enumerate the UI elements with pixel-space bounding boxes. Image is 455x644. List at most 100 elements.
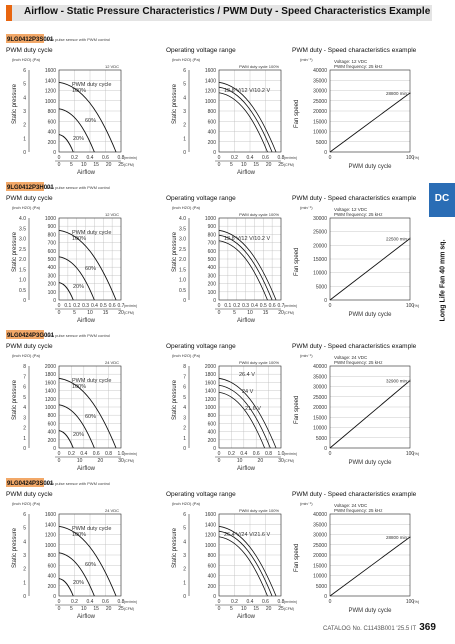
pq-curve: [218, 240, 268, 301]
pa-tick: 800: [208, 413, 217, 419]
inch-tick: 0: [183, 446, 186, 452]
pa-tick: 200: [48, 584, 57, 590]
d60-label: 60%: [85, 118, 96, 124]
footer: CATALOG No. C1143B001 '25.5 IT 369: [323, 622, 436, 633]
cfm-unit: (CFM): [284, 311, 294, 315]
m3-tick: 0.5: [260, 303, 267, 309]
inch-tick: 4.0: [179, 216, 186, 222]
pa-tick: 1000: [205, 99, 216, 105]
inch-tick: 5: [23, 395, 26, 401]
cfm-tick: 5: [70, 606, 73, 612]
inch-tick: 0: [183, 298, 186, 304]
m3-tick: 0.6: [269, 303, 276, 309]
inch-tick: 0.5: [179, 288, 186, 294]
cfm-tick: 10: [237, 458, 243, 464]
pwm-title: PWM duty cycle: [6, 343, 53, 350]
pa-tick: 700: [208, 241, 217, 247]
pct-unit: (%): [413, 599, 420, 604]
cfm-tick: 15: [93, 162, 99, 168]
speed-unit: (min⁻¹): [300, 353, 313, 358]
inch-tick: 6: [23, 68, 26, 74]
inch-tick: 1.5: [19, 267, 26, 273]
speed-unit: (min⁻¹): [300, 205, 313, 210]
model-name: 9LG0424P3G001: [7, 333, 55, 339]
cfm-tick: 10: [77, 458, 83, 464]
m3-tick: 0.3: [82, 303, 89, 309]
cfm-tick: 0: [218, 458, 221, 464]
dc-tab-label: DC: [434, 193, 450, 204]
m3-tick: 0.4: [87, 155, 94, 161]
speed-tick: 15000: [313, 119, 327, 125]
speed-tick: 10000: [313, 574, 327, 580]
pwm-tick: 100: [406, 451, 415, 457]
m3-tick: 0: [58, 303, 61, 309]
cfm-tick: 20: [106, 162, 112, 168]
m3-tick: 0.4: [247, 155, 254, 161]
cfm-tick: 0: [58, 606, 61, 612]
speed-tick: 20000: [313, 243, 327, 249]
inch-tick: 0: [23, 446, 26, 452]
inch-tick: 7: [23, 374, 26, 380]
inch-tick: 1: [183, 136, 186, 142]
m3-unit: (m³/min): [124, 452, 137, 456]
pa-tick: 600: [48, 249, 57, 255]
pa-tick: 1400: [45, 522, 56, 528]
x-axis-label: Airflow: [77, 170, 96, 176]
speed-tick: 30000: [313, 89, 327, 95]
ov-label: 21.6 V: [245, 406, 261, 412]
m3-tick: 0.2: [73, 303, 80, 309]
pwm-title: PWM duty cycle: [6, 195, 53, 202]
pa-tick: 200: [208, 584, 217, 590]
inch-tick: 3.5: [19, 226, 26, 232]
inch-tick: 4.0: [19, 216, 26, 222]
model-name: 9LG0412P3H001: [7, 185, 54, 191]
pq-curve: [58, 525, 117, 597]
inch-tick: 0: [23, 298, 26, 304]
catalog-number: CATALOG No. C1143B001 '25.5 IT: [323, 626, 417, 632]
pwm-title: PWM duty cycle: [6, 491, 53, 498]
m3-unit: (m³/min): [124, 304, 137, 308]
pa-tick: 0: [53, 446, 56, 452]
plot-frame: [58, 69, 122, 153]
side-label: Long Life Fan 40 mm sq.: [436, 222, 450, 342]
inch-tick: 0: [23, 594, 26, 600]
header-banner: Airflow - Static Pressure Characteristic…: [6, 5, 432, 21]
y-axis-label: Static pressure: [12, 527, 18, 568]
speed-tick: 0: [324, 446, 327, 452]
m3-tick: 0: [218, 451, 221, 457]
duty100-label: PWM duty cycle 100%: [239, 360, 279, 365]
cfm-tick: 5: [230, 606, 233, 612]
inch-tick: 6: [183, 68, 186, 74]
m3-tick: 0.6: [253, 451, 260, 457]
plot-frame: [218, 217, 282, 301]
pa-tick: 0: [213, 446, 216, 452]
pwm-tick: 100: [406, 303, 415, 309]
pa-tick: 1000: [45, 216, 56, 222]
m3-unit: (m³/min): [284, 600, 297, 604]
speed-line: [329, 536, 411, 597]
inch-tick: 1: [23, 580, 26, 586]
axis-units: (inch H2O) (Pa): [172, 205, 201, 210]
m3-unit: (m³/min): [284, 452, 297, 456]
y-axis-label: Static pressure: [172, 231, 178, 272]
pq-curve: [58, 256, 95, 301]
speed-tick: 20000: [313, 109, 327, 115]
pa-tick: 500: [208, 257, 217, 263]
speed-tick: 5000: [316, 140, 327, 146]
inch-tick: 2.5: [179, 247, 186, 253]
model-bar: [6, 34, 44, 43]
page-number: 369: [419, 622, 436, 633]
speed-tick: 0: [324, 298, 327, 304]
pwm-axis-label: PWM duty cycle: [348, 164, 392, 170]
m3-tick: 0.6: [93, 451, 100, 457]
speed-tick: 15000: [313, 415, 327, 421]
pa-tick: 1000: [45, 405, 56, 411]
inch-tick: 1.0: [19, 278, 26, 284]
speed-line: [329, 92, 411, 153]
m3-unit: (m³/min): [284, 156, 297, 160]
inch-tick: 2: [183, 426, 186, 432]
pa-tick: 800: [48, 232, 57, 238]
duty100-label: PWM duty cycle 100%: [239, 64, 279, 69]
inch-tick: 8: [23, 364, 26, 370]
pa-tick: 0: [213, 150, 216, 156]
